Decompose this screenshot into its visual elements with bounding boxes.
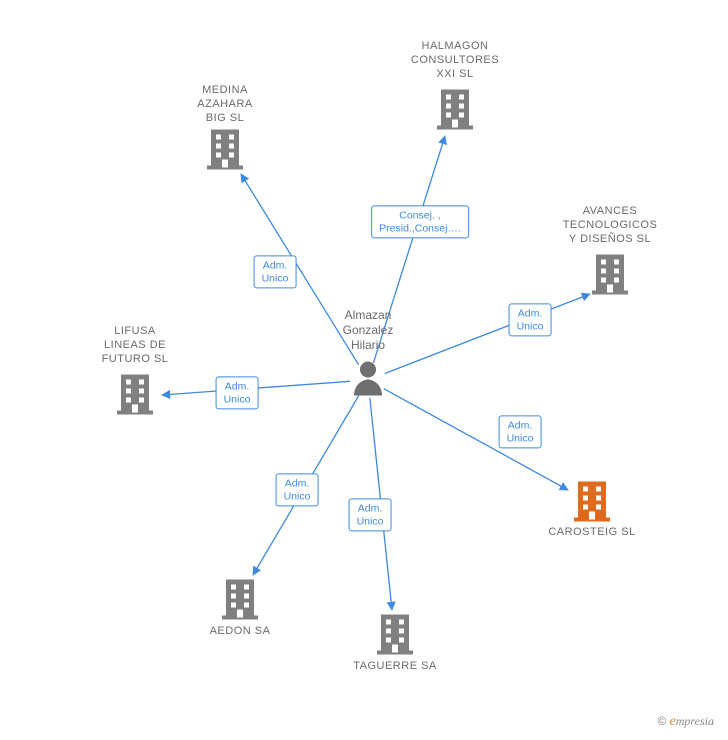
edge-label-lifusa: Adm. Unico bbox=[216, 376, 259, 409]
edge-label-aedon: Adm. Unico bbox=[276, 473, 319, 506]
company-node-aedon[interactable] bbox=[220, 576, 260, 625]
company-node-halmagon[interactable] bbox=[435, 86, 475, 135]
company-node-avances[interactable] bbox=[590, 251, 630, 300]
person-icon bbox=[352, 360, 384, 396]
copyright-symbol: © bbox=[657, 714, 666, 728]
company-node-medina[interactable] bbox=[205, 126, 245, 175]
company-label-medina: MEDINA AZAHARA BIG SL bbox=[197, 84, 252, 125]
company-label-aedon: AEDON SA bbox=[210, 625, 271, 639]
edge-label-taguerre: Adm. Unico bbox=[349, 498, 392, 531]
company-label-taguerre: TAGUERRE SA bbox=[353, 660, 437, 674]
company-label-halmagon: HALMAGON CONSULTORES XXI SL bbox=[411, 40, 499, 81]
center-person-label: Almazan Gonzalez Hilario bbox=[343, 308, 394, 353]
building-icon bbox=[205, 126, 245, 170]
copyright: © empresia bbox=[657, 714, 714, 730]
brand-rest: mpresia bbox=[676, 714, 714, 728]
network-diagram: Almazan Gonzalez Hilario MEDINA AZAHARA … bbox=[0, 0, 728, 740]
edge-label-halmagon: Consej. , Presid.,Consej…. bbox=[371, 205, 469, 238]
edge-label-medina: Adm. Unico bbox=[254, 255, 297, 288]
company-node-carosteig[interactable] bbox=[572, 478, 612, 527]
edge-label-carosteig: Adm. Unico bbox=[499, 415, 542, 448]
building-icon bbox=[115, 371, 155, 415]
edge-line-avances bbox=[385, 294, 590, 373]
building-icon bbox=[572, 478, 612, 522]
edge-label-avances: Adm. Unico bbox=[509, 303, 552, 336]
company-label-carosteig: CAROSTEIG SL bbox=[548, 526, 635, 540]
company-node-lifusa[interactable] bbox=[115, 371, 155, 420]
company-label-lifusa: LIFUSA LINEAS DE FUTURO SL bbox=[102, 325, 169, 366]
building-icon bbox=[220, 576, 260, 620]
building-icon bbox=[435, 86, 475, 130]
company-node-taguerre[interactable] bbox=[375, 611, 415, 660]
building-icon bbox=[375, 611, 415, 655]
center-person[interactable] bbox=[352, 360, 384, 401]
company-label-avances: AVANCES TECNOLOGICOS Y DISEÑOS SL bbox=[563, 205, 658, 246]
building-icon bbox=[590, 251, 630, 295]
